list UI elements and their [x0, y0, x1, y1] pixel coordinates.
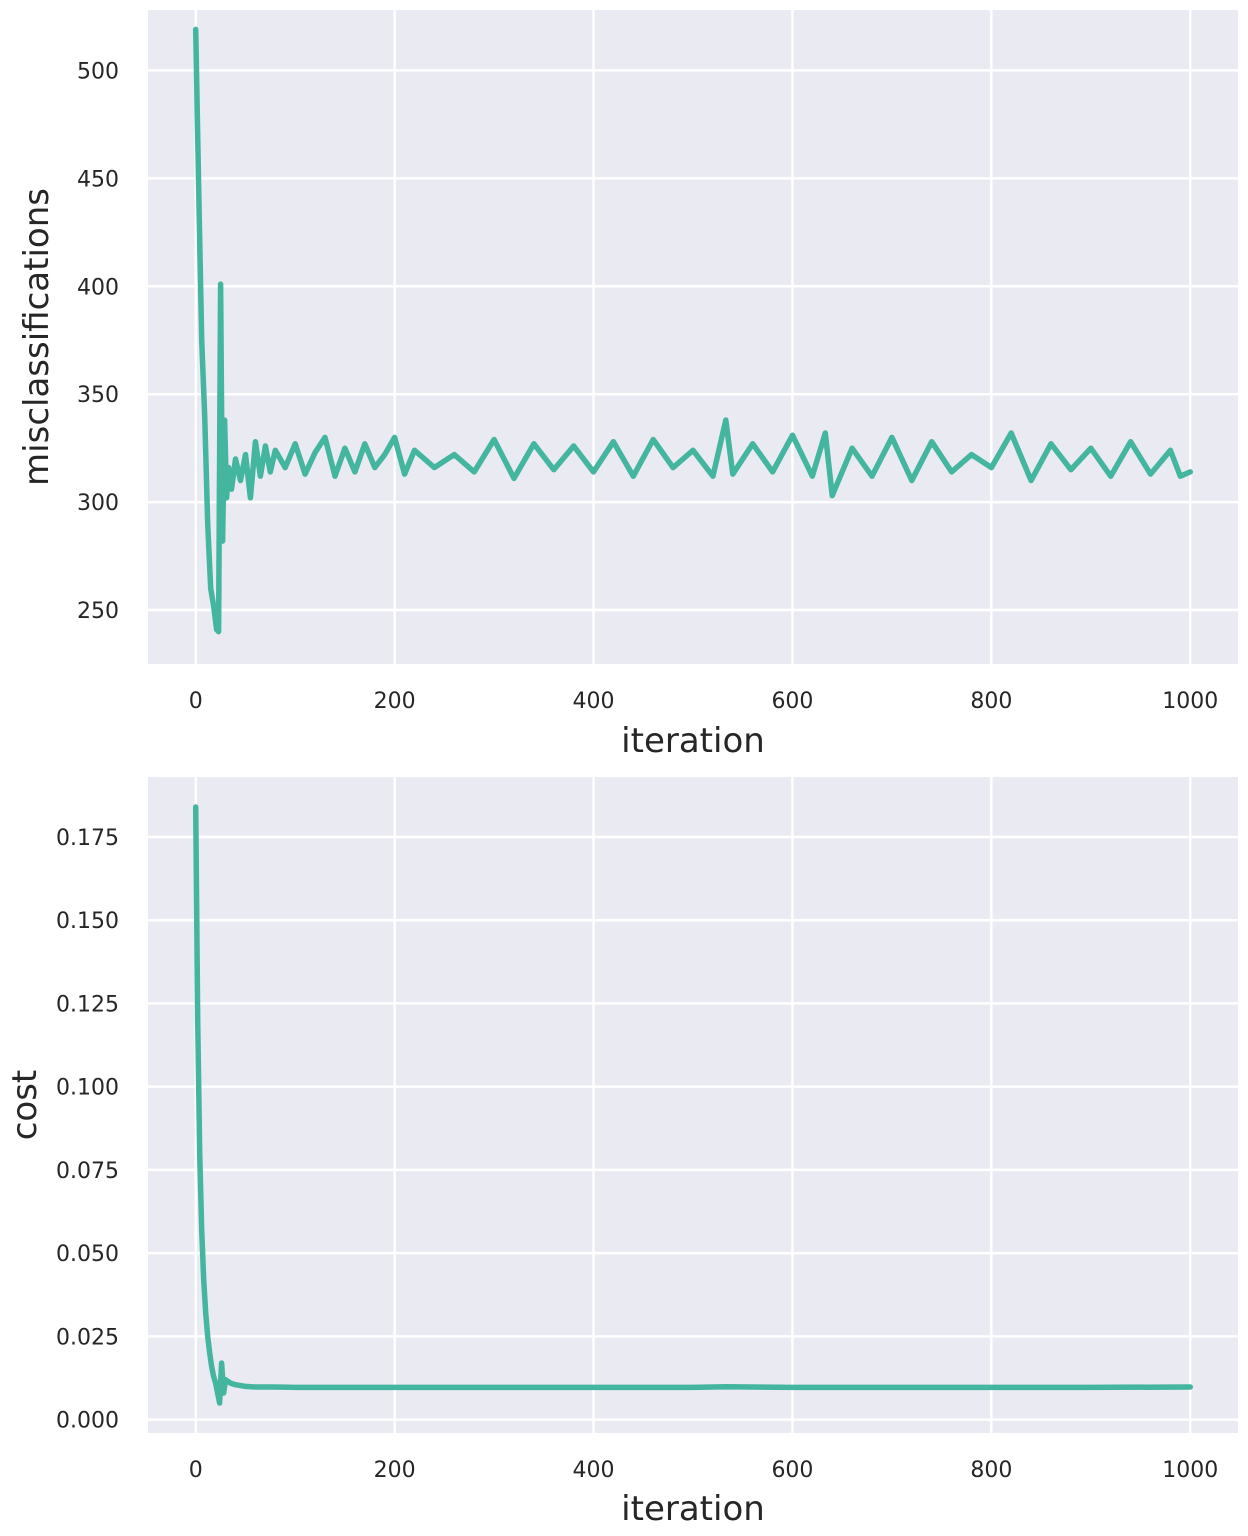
chart-1-y-tick-label: 450	[77, 167, 119, 192]
chart-1-y-tick-label: 300	[77, 491, 119, 516]
chart-2-y-tick-label: 0.150	[56, 909, 119, 934]
chart-1-x-tick-label: 400	[573, 689, 615, 714]
chart-2-y-tick-label: 0.175	[56, 826, 119, 851]
chart-2-plot-area	[148, 777, 1238, 1433]
chart-2-x-tick-label: 600	[771, 1458, 813, 1483]
chart-2-y-tick-label: 0.025	[56, 1325, 119, 1350]
chart-2-x-tick-label: 800	[970, 1458, 1012, 1483]
chart-1-x-tick-label: 600	[771, 689, 813, 714]
chart-2-y-tick-label: 0.075	[56, 1159, 119, 1184]
chart-2-x-axis-label: iteration	[621, 1489, 765, 1529]
chart-2-x-tick-label: 1000	[1162, 1458, 1218, 1483]
misclassifications-chart: 0 200 400 600 800 1000 250 300 350 400 450 500 itera…	[17, 10, 1238, 761]
chart-2-y-axis-label: cost	[5, 1070, 45, 1141]
chart-2-y-tick-label: 0.050	[56, 1242, 119, 1267]
chart-1-y-tick-label: 500	[77, 59, 119, 84]
chart-1-y-axis-label: misclassifications	[17, 188, 57, 486]
chart-2-x-tick-label: 400	[573, 1458, 615, 1483]
chart-2-y-tick-label: 0.000	[56, 1409, 119, 1434]
chart-2-x-tick-label: 0	[189, 1458, 203, 1483]
chart-1-x-axis-label: iteration	[621, 721, 765, 761]
chart-1-x-tick-label: 200	[374, 689, 416, 714]
chart-1-series-line	[192, 26, 1194, 635]
chart-2-series-line	[192, 804, 1194, 1406]
chart-1-x-tick-label: 0	[189, 689, 203, 714]
chart-2-y-tick-label: 0.125	[56, 992, 119, 1017]
chart-1-x-tick-label: 800	[970, 689, 1012, 714]
chart-2-y-tick-label: 0.100	[56, 1076, 119, 1101]
cost-chart: 0 200 400 600 800 1000 0.000 0.025 0.050 0.075 0.1…	[5, 777, 1238, 1529]
chart-1-y-tick-label: 250	[77, 599, 119, 624]
chart-1-plot-area	[148, 10, 1238, 664]
chart-1-x-tick-label: 1000	[1162, 689, 1218, 714]
chart-1-y-tick-label: 350	[77, 383, 119, 408]
chart-1-y-tick-label: 400	[77, 275, 119, 300]
chart-2-x-tick-label: 200	[374, 1458, 416, 1483]
